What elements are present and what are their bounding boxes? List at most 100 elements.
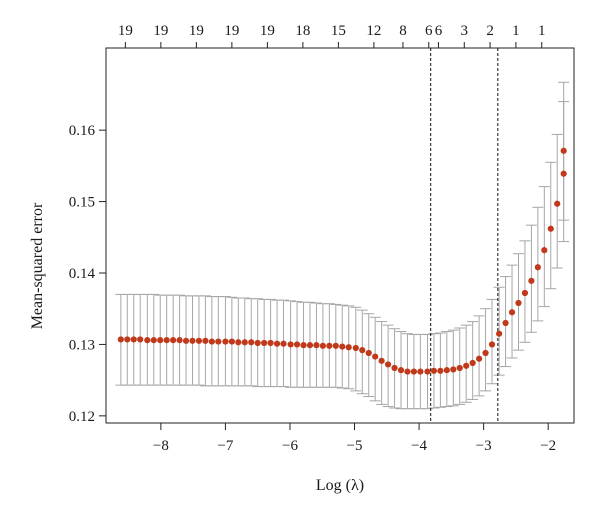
data-point bbox=[554, 200, 561, 207]
data-point bbox=[163, 337, 170, 344]
data-point bbox=[450, 366, 457, 373]
data-point bbox=[137, 336, 144, 343]
error-bar bbox=[480, 308, 492, 392]
data-point bbox=[241, 339, 248, 346]
data-point bbox=[319, 342, 326, 349]
y-tick-label: 0.12 bbox=[69, 409, 95, 425]
top-tick-label: 6 bbox=[425, 23, 433, 39]
error-bar bbox=[545, 161, 557, 290]
data-point bbox=[208, 338, 215, 345]
data-point bbox=[404, 368, 411, 375]
data-point bbox=[332, 342, 339, 349]
data-point bbox=[345, 344, 352, 351]
data-point bbox=[215, 338, 222, 345]
top-tick-label: 18 bbox=[295, 23, 310, 39]
data-point bbox=[515, 299, 522, 307]
data-point bbox=[300, 342, 307, 349]
data-point bbox=[313, 342, 320, 349]
data-point bbox=[287, 341, 294, 348]
top-tick-label: 3 bbox=[461, 23, 469, 39]
data-point bbox=[189, 337, 196, 344]
top-tick-label: 15 bbox=[331, 23, 346, 39]
data-point bbox=[430, 367, 438, 374]
data-point bbox=[534, 264, 541, 271]
reference-lines bbox=[430, 48, 499, 423]
data-point bbox=[365, 349, 372, 357]
data-point bbox=[144, 337, 151, 344]
data-point bbox=[488, 341, 496, 348]
top-tick-label: 1 bbox=[538, 23, 546, 39]
error-bar bbox=[538, 186, 550, 308]
y-tick-label: 0.16 bbox=[69, 123, 96, 139]
data-point bbox=[378, 357, 385, 364]
top-axis: 19 19 19 19 19 18 15 12 8 6 6 3 2 1 1 bbox=[118, 23, 546, 48]
data-point bbox=[424, 368, 431, 375]
data-point bbox=[248, 339, 255, 346]
data-point bbox=[124, 336, 131, 343]
data-point bbox=[397, 367, 405, 374]
data-point bbox=[521, 289, 529, 297]
data-point bbox=[222, 338, 229, 345]
data-point bbox=[417, 368, 424, 375]
data-point bbox=[437, 367, 444, 374]
top-tick-label: 19 bbox=[224, 23, 239, 39]
x-tick-label: −6 bbox=[282, 438, 298, 454]
data-point bbox=[150, 337, 157, 344]
error-bar bbox=[532, 206, 544, 322]
data-point bbox=[273, 340, 281, 347]
data-point bbox=[306, 342, 314, 349]
data-point bbox=[176, 337, 183, 344]
y-tick-label: 0.15 bbox=[69, 195, 95, 211]
data-point bbox=[528, 277, 535, 284]
top-tick-label: 19 bbox=[189, 23, 204, 39]
x-tick-label: −4 bbox=[411, 438, 427, 454]
data-point bbox=[469, 359, 476, 367]
y-tick-label: 0.14 bbox=[69, 266, 96, 282]
data-point bbox=[560, 170, 567, 177]
y-tick-label: 0.13 bbox=[69, 337, 95, 353]
data-point bbox=[130, 336, 137, 343]
data-point bbox=[254, 339, 261, 347]
top-tick-label: 19 bbox=[260, 23, 275, 39]
data-point bbox=[280, 340, 287, 347]
data-point bbox=[170, 337, 177, 344]
data-point bbox=[261, 339, 268, 347]
data-point bbox=[359, 347, 366, 354]
y-axis-title: Mean-squared error bbox=[29, 202, 46, 329]
data-point bbox=[202, 337, 209, 344]
data-point bbox=[293, 341, 301, 348]
x-axis: −8 −7 −6 −5 −4 −3 −2 bbox=[153, 423, 556, 454]
x-tick-label: −8 bbox=[153, 438, 169, 454]
plot-border bbox=[105, 47, 575, 424]
data-point bbox=[502, 319, 509, 327]
data-point bbox=[541, 247, 548, 254]
x-tick-label: −3 bbox=[476, 438, 492, 454]
data-point bbox=[456, 364, 463, 372]
data-point bbox=[117, 336, 124, 343]
data-point bbox=[496, 330, 503, 337]
data-point bbox=[352, 344, 359, 352]
error-bars bbox=[115, 81, 570, 410]
top-tick-label: 6 bbox=[435, 23, 443, 39]
y-axis: 0.12 0.13 0.14 0.15 0.16 bbox=[69, 123, 106, 425]
data-point bbox=[339, 343, 346, 350]
data-point bbox=[476, 355, 483, 362]
plot-frame bbox=[105, 47, 575, 424]
data-point bbox=[182, 337, 190, 344]
top-tick-label: 2 bbox=[486, 23, 494, 39]
data-point bbox=[391, 364, 398, 372]
data-point bbox=[443, 367, 450, 374]
top-tick-label: 8 bbox=[399, 23, 407, 39]
data-points bbox=[117, 147, 567, 375]
data-point bbox=[157, 337, 164, 344]
x-tick-label: −7 bbox=[217, 438, 233, 454]
x-tick-label: −2 bbox=[540, 438, 556, 454]
data-point bbox=[267, 339, 274, 347]
data-point bbox=[560, 147, 567, 154]
data-point bbox=[195, 337, 203, 344]
data-point bbox=[384, 361, 392, 368]
data-point bbox=[482, 349, 489, 357]
top-tick-label: 19 bbox=[118, 23, 133, 39]
data-point bbox=[235, 339, 242, 346]
